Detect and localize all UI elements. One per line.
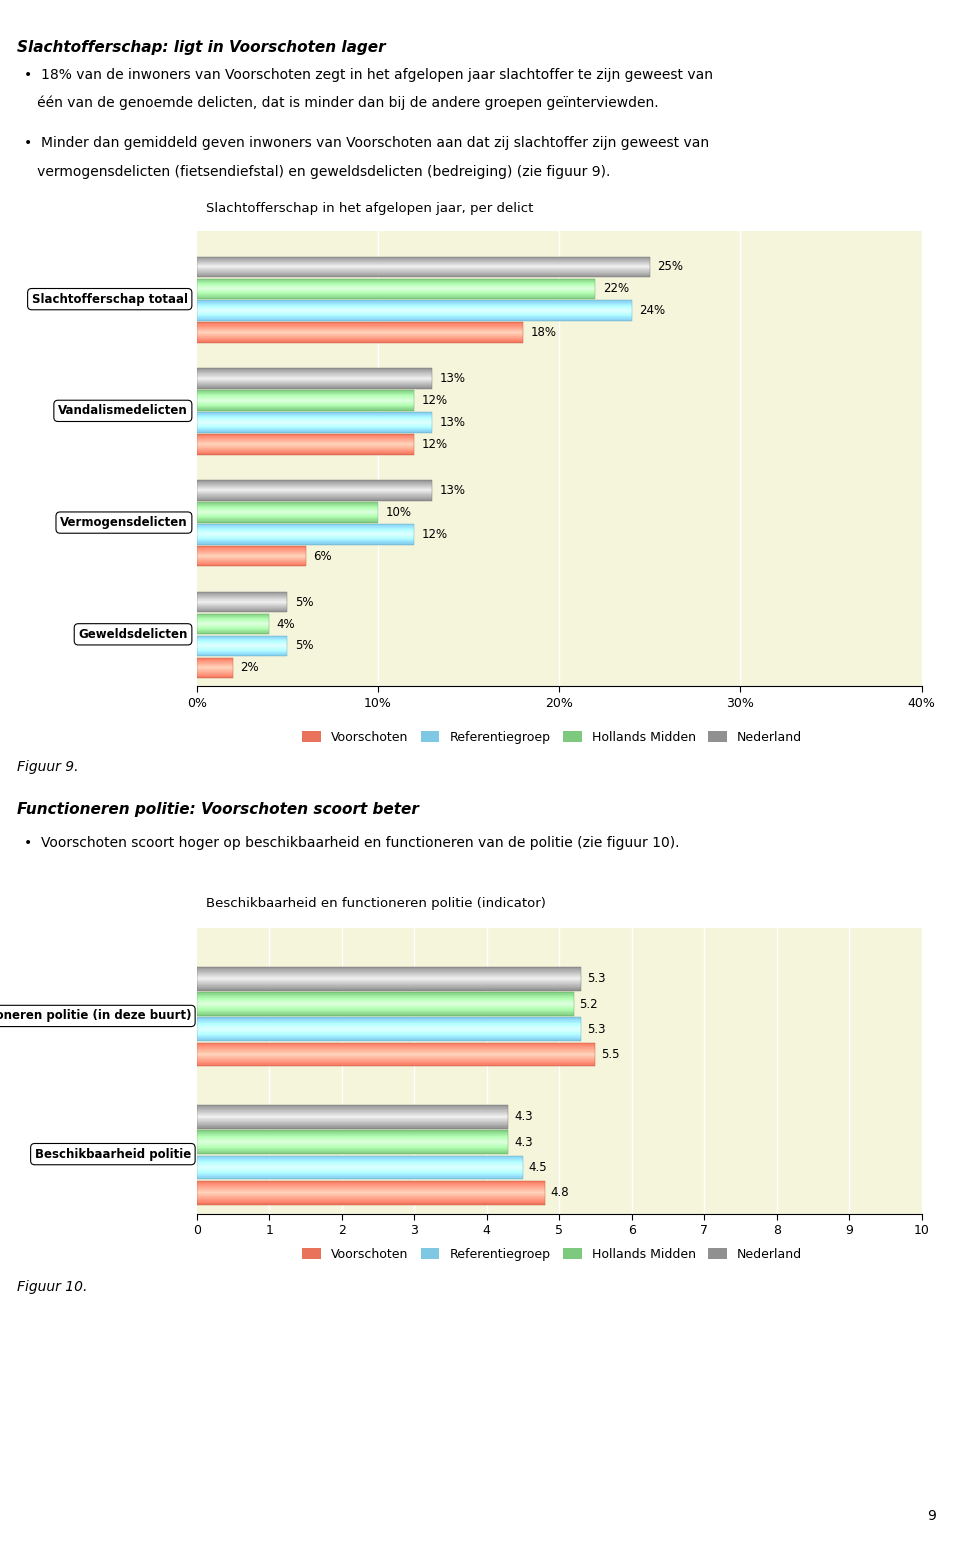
Text: Functioneren politie (in deze buurt): Functioneren politie (in deze buurt) bbox=[0, 1010, 191, 1022]
Text: 5.5: 5.5 bbox=[601, 1049, 620, 1061]
Bar bbox=[197, 1155, 523, 1180]
Bar bbox=[197, 1181, 544, 1204]
Text: Figuur 10.: Figuur 10. bbox=[17, 1280, 87, 1294]
Bar bbox=[197, 322, 523, 342]
Bar bbox=[197, 592, 287, 612]
Text: vermogensdelicten (fietsendiefstal) en geweldsdelicten (bedreiging) (zie figuur : vermogensdelicten (fietsendiefstal) en g… bbox=[24, 165, 611, 179]
Text: Figuur 9.: Figuur 9. bbox=[17, 760, 79, 774]
Bar bbox=[197, 546, 305, 566]
Text: 4.5: 4.5 bbox=[529, 1161, 547, 1173]
Text: Slachtofferschap: ligt in Voorschoten lager: Slachtofferschap: ligt in Voorschoten la… bbox=[17, 40, 386, 56]
Bar bbox=[197, 301, 632, 321]
Text: 6%: 6% bbox=[313, 549, 331, 563]
Text: Geweldsdelicten: Geweldsdelicten bbox=[79, 628, 188, 641]
Bar bbox=[197, 369, 432, 389]
Legend: Voorschoten, Referentiegroep, Hollands Midden, Nederland: Voorschoten, Referentiegroep, Hollands M… bbox=[302, 1247, 802, 1260]
Text: 25%: 25% bbox=[657, 261, 684, 273]
Text: Vandalismedelicten: Vandalismedelicten bbox=[58, 404, 188, 418]
Bar bbox=[197, 967, 581, 990]
Text: 12%: 12% bbox=[421, 527, 447, 541]
Bar bbox=[197, 279, 595, 299]
Bar bbox=[197, 480, 432, 501]
Text: •  Minder dan gemiddeld geven inwoners van Voorschoten aan dat zij slachtoffer z: • Minder dan gemiddeld geven inwoners va… bbox=[24, 136, 709, 150]
Text: Vermogensdelicten: Vermogensdelicten bbox=[60, 517, 188, 529]
Bar bbox=[197, 657, 233, 678]
Bar bbox=[197, 412, 432, 433]
Text: •  Voorschoten scoort hoger op beschikbaarheid en functioneren van de politie (z: • Voorschoten scoort hoger op beschikbaa… bbox=[24, 836, 680, 850]
Text: Functioneren politie: Voorschoten scoort beter: Functioneren politie: Voorschoten scoort… bbox=[17, 802, 420, 817]
Text: Beschikbaarheid politie: Beschikbaarheid politie bbox=[35, 1147, 191, 1161]
Text: •  18% van de inwoners van Voorschoten zegt in het afgelopen jaar slachtoffer te: • 18% van de inwoners van Voorschoten ze… bbox=[24, 68, 713, 82]
Bar bbox=[197, 1130, 509, 1153]
Bar bbox=[197, 390, 415, 410]
Text: 9: 9 bbox=[927, 1510, 936, 1523]
Text: 5%: 5% bbox=[295, 595, 313, 609]
Text: 24%: 24% bbox=[639, 304, 665, 318]
Text: 5.3: 5.3 bbox=[587, 1022, 605, 1036]
Text: Slachtofferschap in het afgelopen jaar, per delict: Slachtofferschap in het afgelopen jaar, … bbox=[206, 202, 534, 214]
Text: 22%: 22% bbox=[603, 282, 629, 296]
Bar bbox=[197, 1106, 509, 1129]
Text: 5.2: 5.2 bbox=[580, 998, 598, 1010]
Text: 12%: 12% bbox=[421, 395, 447, 407]
Text: 5%: 5% bbox=[295, 640, 313, 652]
Text: 4.3: 4.3 bbox=[515, 1136, 533, 1149]
Text: 4.8: 4.8 bbox=[550, 1186, 569, 1200]
Bar bbox=[197, 614, 269, 634]
Bar bbox=[197, 256, 650, 278]
Legend: Voorschoten, Referentiegroep, Hollands Midden, Nederland: Voorschoten, Referentiegroep, Hollands M… bbox=[302, 731, 802, 743]
Bar bbox=[197, 435, 415, 455]
Bar bbox=[197, 1042, 595, 1067]
Text: 13%: 13% bbox=[440, 372, 466, 386]
Text: Beschikbaarheid en functioneren politie (indicator): Beschikbaarheid en functioneren politie … bbox=[206, 897, 546, 910]
Bar bbox=[197, 1018, 581, 1041]
Text: 5.3: 5.3 bbox=[587, 973, 605, 985]
Text: 13%: 13% bbox=[440, 484, 466, 497]
Text: 12%: 12% bbox=[421, 438, 447, 450]
Text: 18%: 18% bbox=[530, 327, 556, 339]
Bar bbox=[197, 635, 287, 657]
Bar bbox=[197, 503, 378, 523]
Text: 10%: 10% bbox=[385, 506, 411, 518]
Text: één van de genoemde delicten, dat is minder dan bij de andere groepen geïntervie: één van de genoemde delicten, dat is min… bbox=[24, 96, 659, 109]
Text: 2%: 2% bbox=[240, 662, 259, 674]
Text: Slachtofferschap totaal: Slachtofferschap totaal bbox=[32, 293, 188, 305]
Text: 4.3: 4.3 bbox=[515, 1110, 533, 1124]
Text: 4%: 4% bbox=[276, 617, 295, 631]
Text: 13%: 13% bbox=[440, 416, 466, 429]
Bar bbox=[197, 992, 574, 1016]
Bar bbox=[197, 524, 415, 544]
